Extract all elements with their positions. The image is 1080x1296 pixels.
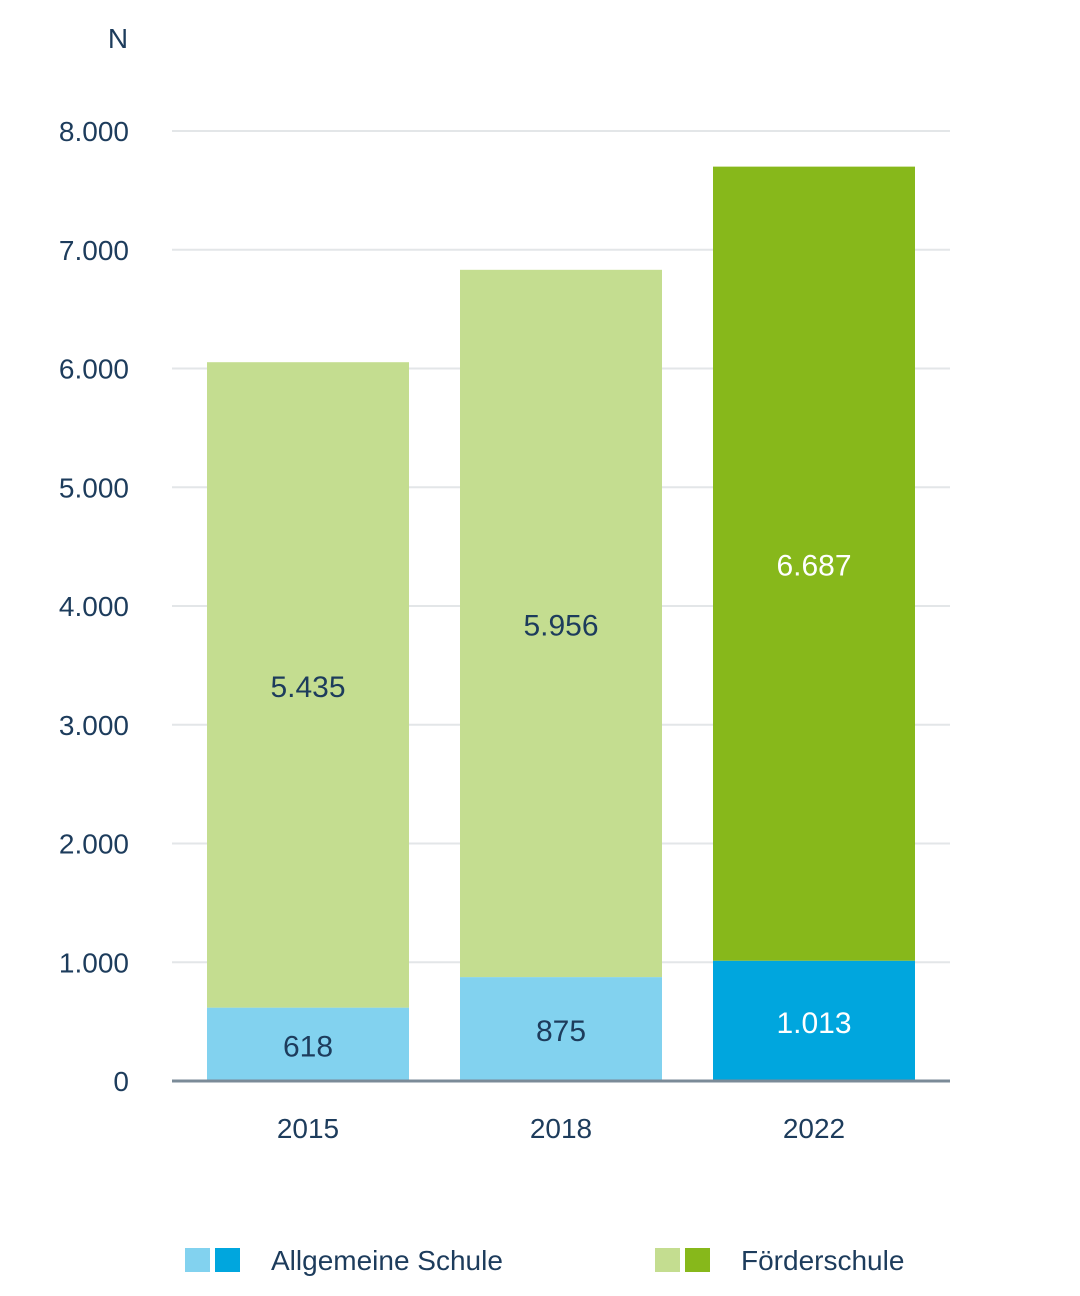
x-tick-label: 2018 bbox=[530, 1113, 592, 1144]
x-tick-label: 2015 bbox=[277, 1113, 339, 1144]
y-tick-label: 2.000 bbox=[59, 829, 129, 860]
legend-swatch bbox=[185, 1248, 210, 1272]
data-label: 5.435 bbox=[270, 671, 345, 704]
data-label: 875 bbox=[536, 1015, 586, 1048]
data-label: 618 bbox=[283, 1030, 333, 1063]
y-tick-label: 8.000 bbox=[59, 116, 129, 147]
bar-segment-foerderschule bbox=[207, 362, 409, 1008]
legend-label: Allgemeine Schule bbox=[271, 1245, 503, 1276]
y-tick-label: 3.000 bbox=[59, 710, 129, 741]
bars bbox=[207, 166, 915, 1081]
y-tick-label: 7.000 bbox=[59, 235, 129, 266]
bar-segment-foerderschule bbox=[713, 166, 915, 961]
y-tick-label: 5.000 bbox=[59, 472, 129, 503]
data-label: 1.013 bbox=[776, 1007, 851, 1040]
bar-segment-allgemeine-schule bbox=[713, 960, 915, 1081]
y-tick-label: 4.000 bbox=[59, 591, 129, 622]
legend-swatch bbox=[655, 1248, 680, 1272]
legend-swatch bbox=[215, 1248, 240, 1272]
data-label: 6.687 bbox=[776, 550, 851, 583]
y-tick-label: 0 bbox=[113, 1066, 129, 1097]
y-axis-ticks: 0 1.000 2.000 3.000 4.000 5.000 6.000 7.000 8.00… bbox=[59, 116, 129, 1097]
y-axis-unit-label: N bbox=[108, 23, 128, 54]
bar-segment-foerderschule bbox=[460, 269, 662, 978]
legend-swatch bbox=[685, 1248, 710, 1272]
x-tick-label: 2022 bbox=[783, 1113, 845, 1144]
value-labels: 618 5.435 875 5.956 1.013 6.687 bbox=[270, 550, 851, 1064]
y-tick-label: 6.000 bbox=[59, 354, 129, 385]
y-tick-label: 1.000 bbox=[59, 947, 129, 978]
legend-label: Förderschule bbox=[741, 1245, 904, 1276]
bar-segment-allgemeine-schule bbox=[460, 977, 662, 1081]
legend: Allgemeine Schule Förderschule bbox=[185, 1245, 904, 1276]
x-axis-ticks: 2015 2018 2022 bbox=[277, 1113, 845, 1144]
data-label: 5.956 bbox=[523, 609, 598, 642]
bar-segment-allgemeine-schule bbox=[207, 1007, 409, 1081]
